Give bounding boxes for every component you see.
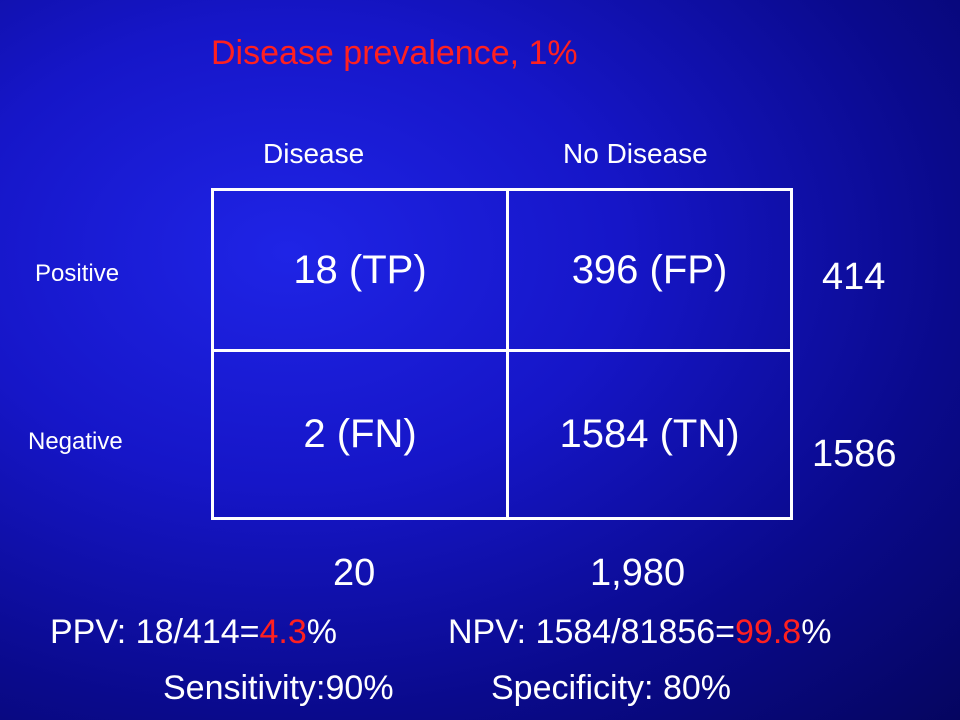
column-header-no-disease: No Disease [563, 138, 708, 169]
ppv-value: 4.3 [259, 613, 307, 651]
npv-suffix: % [801, 613, 832, 651]
sensitivity-text: Sensitivity:90% [163, 669, 394, 707]
row-header-positive: Positive [35, 260, 120, 287]
table-divider-vertical [506, 191, 509, 517]
row-total-negative: 1586 [812, 433, 897, 475]
cell-false-positive: 396 (FP) [571, 247, 728, 292]
cell-true-negative: 1584 (TN) [559, 412, 740, 456]
row-header-negative: Negative [28, 428, 123, 455]
specificity-text: Specificity: 80% [491, 669, 731, 707]
row-total-positive: 414 [822, 256, 886, 298]
ppv-suffix: % [306, 613, 338, 651]
contingency-table: 18 (TP) 396 (FP) 2 (FN) 1584 (TN) [211, 188, 793, 520]
table-divider-horizontal [214, 349, 790, 352]
npv-label: NPV: 1584/81856= [448, 613, 736, 651]
ppv-label: PPV: 18/414= [50, 613, 260, 651]
cell-true-positive: 18 (TP) [293, 247, 427, 292]
slide-title: Disease prevalence, 1% [211, 34, 578, 72]
column-total-disease: 20 [333, 552, 376, 594]
column-total-no-disease: 1,980 [590, 552, 686, 594]
npv-text: NPV: 1584/81856=99.8% [448, 613, 831, 652]
column-header-disease: Disease [263, 138, 365, 169]
cell-false-negative: 2 (FN) [303, 412, 417, 456]
ppv-text: PPV: 18/414=4.3% [50, 613, 337, 652]
npv-value: 99.8 [735, 613, 802, 651]
